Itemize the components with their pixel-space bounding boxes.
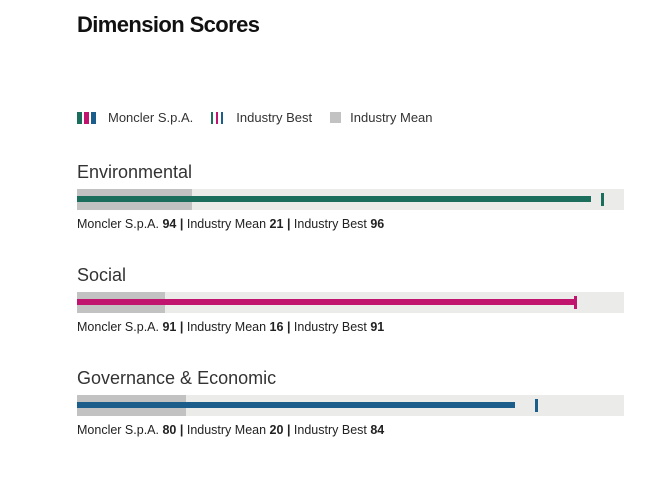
dimension-social: Social Moncler S.p.A. 91 | Industry Mean… <box>77 263 624 334</box>
mean-label: Industry Mean <box>186 217 267 231</box>
mean-score: 16 <box>269 320 284 334</box>
legend-item-mean: Industry Mean <box>330 110 433 125</box>
best-label: Industry Best <box>293 320 367 334</box>
score-caption: Moncler S.p.A. 94 | Industry Mean 21 | I… <box>77 217 385 231</box>
mean-score: 20 <box>269 423 284 437</box>
industry-best-tick <box>573 296 577 309</box>
company-score-bar <box>77 196 592 202</box>
legend: Moncler S.p.A. Industry Best Industry Me… <box>77 110 451 125</box>
score-track <box>77 189 624 210</box>
legend-best-label: Industry Best <box>236 110 313 125</box>
score-caption: Moncler S.p.A. 80 | Industry Mean 20 | I… <box>77 423 385 437</box>
best-score: 96 <box>370 217 385 231</box>
legend-item-best: Industry Best <box>211 110 312 125</box>
dimension-environmental: Environmental Moncler S.p.A. 94 | Indust… <box>77 160 624 231</box>
legend-mean-label: Industry Mean <box>350 110 433 125</box>
legend-item-company: Moncler S.p.A. <box>77 110 193 125</box>
best-label: Industry Best <box>293 423 367 437</box>
mean-swatch-icon <box>330 112 342 123</box>
score-caption: Moncler S.p.A. 91 | Industry Mean 16 | I… <box>77 320 385 334</box>
dimension-governance-economic: Governance & Economic Moncler S.p.A. 80 … <box>77 366 624 437</box>
industry-best-tick <box>601 193 605 206</box>
company-score-bar <box>77 402 515 408</box>
company-score-bar <box>77 299 575 305</box>
score-track <box>77 395 624 416</box>
company-swatch-icon <box>77 111 98 124</box>
dimension-title: Governance & Economic <box>77 368 277 388</box>
company-label: Moncler S.p.A. <box>77 423 159 437</box>
company-score: 94 <box>162 217 177 231</box>
page-title: Dimension Scores <box>77 12 260 37</box>
dimension-title: Environmental <box>77 162 193 182</box>
score-track <box>77 292 624 313</box>
company-label: Moncler S.p.A. <box>77 217 159 231</box>
best-score: 91 <box>370 320 385 334</box>
best-tick-icon <box>211 111 226 124</box>
legend-company-label: Moncler S.p.A. <box>108 110 194 125</box>
industry-best-tick <box>535 399 539 412</box>
company-score: 91 <box>162 320 177 334</box>
best-label: Industry Best <box>293 217 367 231</box>
mean-label: Industry Mean <box>186 423 267 437</box>
company-score: 80 <box>162 423 177 437</box>
dimension-title: Social <box>77 265 127 285</box>
mean-score: 21 <box>269 217 284 231</box>
best-score: 84 <box>370 423 385 437</box>
mean-label: Industry Mean <box>186 320 267 334</box>
company-label: Moncler S.p.A. <box>77 320 159 334</box>
